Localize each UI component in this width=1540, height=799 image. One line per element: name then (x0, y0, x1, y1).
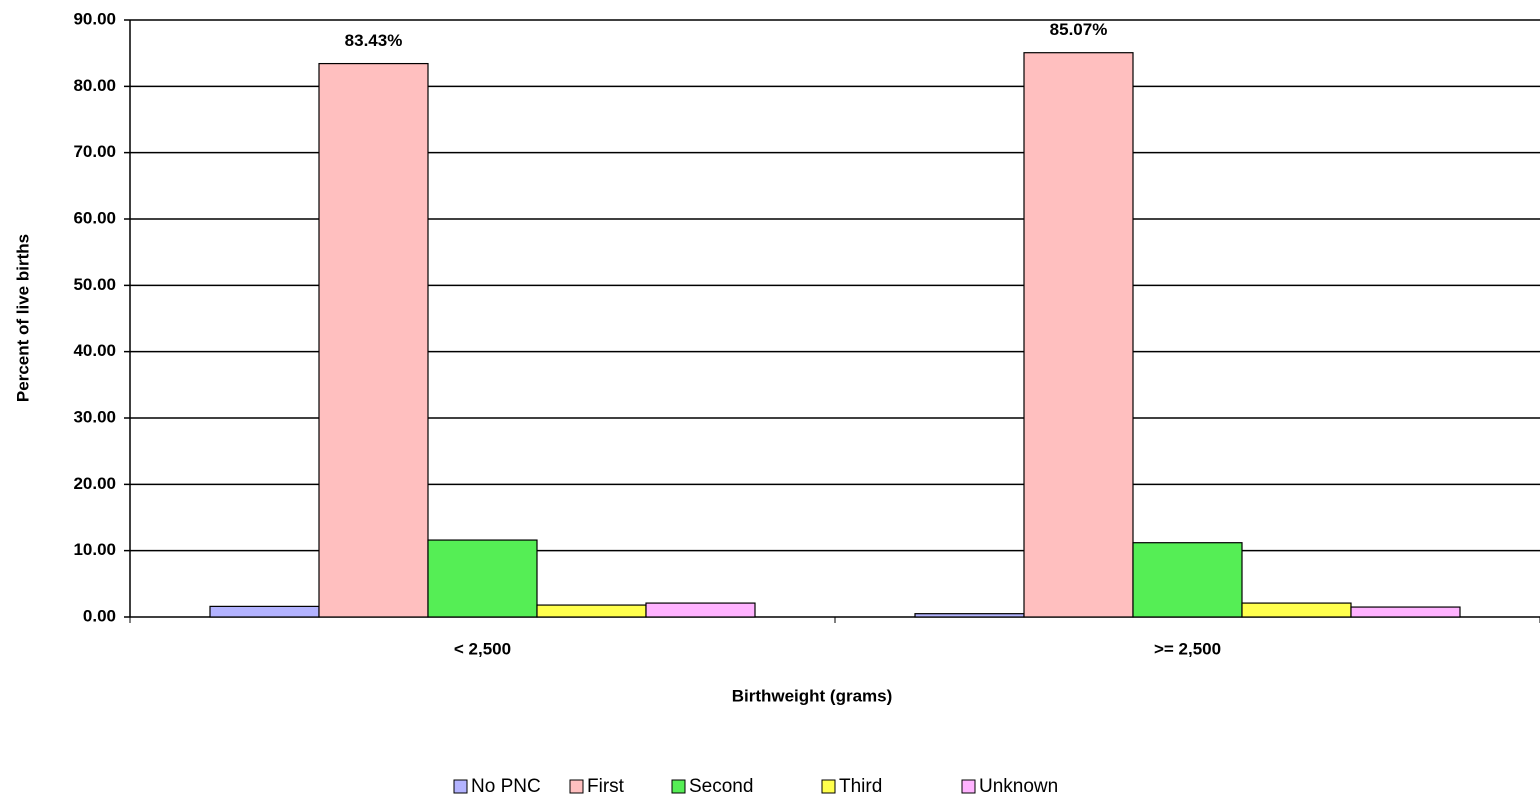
y-tick-label: 50.00 (73, 275, 116, 294)
y-tick-label: 60.00 (73, 208, 116, 227)
bar (318, 62, 429, 618)
legend-label: No PNC (471, 776, 541, 797)
bar (427, 539, 538, 618)
bar (209, 605, 320, 618)
y-axis-label: Percent of live births (13, 234, 32, 402)
bar (1023, 52, 1134, 618)
y-tick-label: 70.00 (73, 142, 116, 161)
bar (1350, 606, 1461, 618)
bar (1132, 542, 1243, 618)
x-tick-label: >= 2,500 (1154, 639, 1221, 658)
legend-swatch (821, 779, 836, 794)
y-tick-label: 80.00 (73, 76, 116, 95)
legend-swatch (961, 779, 976, 794)
y-tick-label: 20.00 (73, 474, 116, 493)
y-tick-label: 30.00 (73, 407, 116, 426)
y-tick-label: 0.00 (83, 606, 116, 625)
value-label: 83.43% (345, 31, 403, 50)
y-tick-label: 90.00 (73, 9, 116, 28)
legend-label: Third (839, 776, 882, 797)
bar (536, 604, 647, 618)
value-label: 85.07% (1050, 20, 1108, 39)
legend-label: Unknown (979, 776, 1058, 797)
y-tick-label: 10.00 (73, 540, 116, 559)
legend-swatch (453, 779, 468, 794)
bar (914, 613, 1025, 618)
bar (1241, 602, 1352, 618)
x-axis-label: Birthweight (grams) (732, 686, 893, 705)
legend-swatch (569, 779, 584, 794)
y-tick-label: 40.00 (73, 341, 116, 360)
legend-label: Second (689, 776, 753, 797)
bar (645, 602, 756, 618)
legend-swatch (671, 779, 686, 794)
x-tick-label: < 2,500 (454, 639, 511, 658)
legend-label: First (587, 776, 625, 797)
